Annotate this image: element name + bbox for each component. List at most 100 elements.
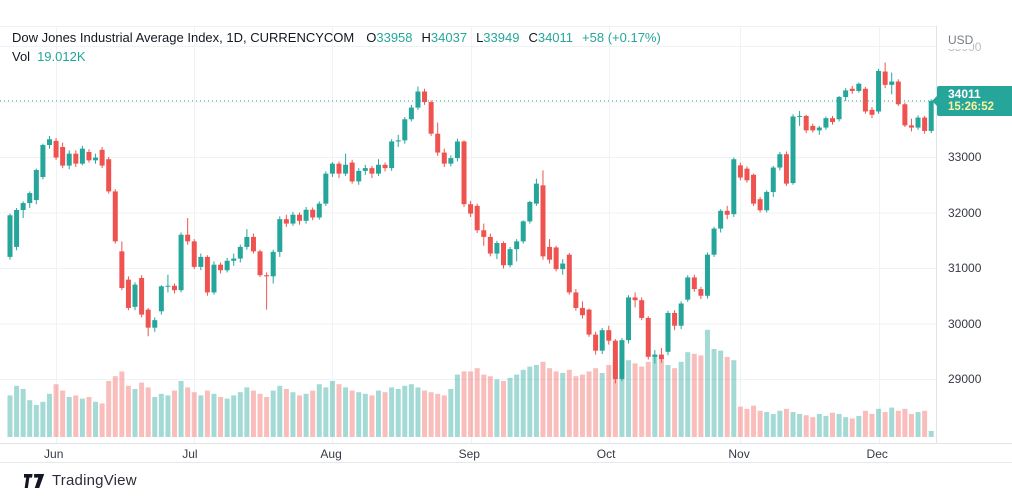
close-value: 34011 [537, 30, 574, 45]
candle-body [224, 260, 230, 271]
volume-bar [461, 371, 467, 437]
candle-body [66, 153, 72, 166]
candle-body [889, 81, 895, 85]
price-tick-label: 31000 [948, 261, 982, 275]
candle-body [257, 251, 263, 276]
volume-bar [501, 381, 506, 437]
candle-body [836, 97, 842, 120]
volume-label: Vol [12, 49, 31, 64]
price-tick-label: 29000 [948, 372, 982, 386]
candle-body [770, 167, 776, 192]
candle-body [665, 312, 671, 352]
tradingview-logo-link[interactable]: TradingView [24, 472, 137, 489]
volume-bar [823, 415, 829, 437]
volume-bar [514, 374, 520, 437]
volume-bar [158, 393, 164, 437]
volume-bar [382, 392, 388, 437]
candle-body [428, 102, 434, 134]
candle-body [290, 214, 296, 224]
candle-body [422, 91, 428, 103]
volume-bar [237, 392, 243, 437]
candle-body [7, 215, 13, 257]
volume-bar [46, 393, 52, 437]
volume-bar [191, 392, 197, 437]
currency-label: USD [948, 33, 974, 49]
candle-body [691, 277, 697, 290]
candle-body [783, 154, 789, 184]
candle-body [527, 201, 533, 222]
candle-body [185, 234, 191, 242]
candle-body [882, 71, 888, 85]
change-value: +58 (+0.17%) [582, 30, 661, 45]
candle-body [415, 91, 421, 108]
candle-body [922, 117, 928, 131]
candle-body [599, 330, 605, 351]
candle-body [612, 340, 618, 379]
time-tick-nov: Nov [728, 447, 750, 461]
bar-countdown: 15:26:52 [948, 100, 995, 113]
symbol-title[interactable]: Dow Jones Industrial Average Index, 1D, … [12, 30, 355, 45]
candle-body [382, 164, 388, 169]
candle-body [79, 148, 85, 164]
candle-body [540, 185, 546, 257]
volume-bar [283, 389, 289, 437]
volume-bar [757, 410, 763, 437]
candle-body [211, 264, 217, 293]
candle-body [172, 285, 177, 291]
volume-bar [119, 371, 125, 437]
candle-body [310, 209, 316, 218]
candle-body [520, 221, 526, 242]
volume-bar [112, 376, 118, 437]
volume-bar [362, 393, 368, 437]
low-value: 33949 [483, 30, 520, 45]
volume-bar [435, 393, 441, 437]
candle-body [468, 204, 474, 214]
price-axis[interactable]: USD 35000 34011 15:26:52 330003200031000… [932, 26, 1012, 443]
candle-body [553, 247, 559, 270]
candle-body [856, 83, 862, 91]
volume-bar [389, 387, 395, 437]
last-price-value: 34011 [948, 86, 981, 101]
candle-body [362, 168, 368, 171]
open-label: O [366, 30, 377, 45]
volume-bar [20, 389, 26, 437]
chart-pane[interactable] [0, 0, 936, 443]
candle-body [99, 149, 105, 166]
time-axis[interactable]: Jun Jul Aug Sep Oct Nov Dec [0, 443, 1012, 462]
candle-body [869, 109, 875, 115]
time-tick-jul: Jul [182, 447, 198, 461]
legend-volume-row: Vol 19.012K [12, 47, 661, 66]
candle-body [876, 70, 882, 112]
candle-body [573, 292, 579, 308]
candle-body [303, 209, 309, 221]
candle-body [461, 141, 467, 205]
candle-body [678, 303, 684, 326]
candle-body [139, 277, 145, 315]
volume-value: 19.012K [37, 49, 86, 64]
volume-bar [803, 415, 809, 437]
candle-body [704, 254, 710, 296]
candle-body [191, 241, 197, 267]
volume-bar [869, 413, 875, 437]
volume-bar [731, 360, 737, 437]
volume-bar [14, 385, 20, 437]
candle-body [86, 152, 92, 161]
volume-bar [547, 368, 553, 437]
candle-body [218, 264, 224, 271]
candle-body [586, 309, 592, 335]
volume-bar [415, 387, 421, 437]
volume-bar [915, 412, 921, 437]
candle-body [231, 258, 237, 261]
volume-bar [231, 395, 237, 437]
high-value: 34037 [430, 30, 468, 45]
volume-bar [579, 374, 585, 437]
volume-bar [316, 384, 322, 437]
volume-bar [843, 417, 849, 437]
volume-bar [152, 397, 158, 437]
volume-bar [329, 381, 335, 437]
volume-bar [849, 418, 855, 437]
volume-bar [783, 408, 789, 437]
volume-bar [928, 430, 934, 437]
volume-bar [343, 387, 349, 437]
candle-body [862, 88, 868, 112]
